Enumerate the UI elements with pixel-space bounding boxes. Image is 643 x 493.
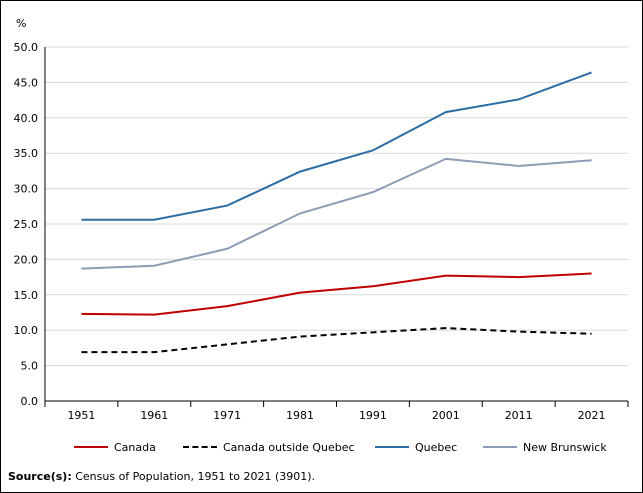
line-chart: % 0.0 5.0 10.0 15.0 20.0 25.0 30.0 35.0 40.0 45.0 5… (14, 17, 629, 422)
x-tick-label: 2001 (432, 409, 460, 422)
x-tick-label: 1991 (359, 409, 387, 422)
y-tick-label: 0.0 (21, 395, 39, 408)
legend-label: Canada (114, 440, 156, 454)
source-text: Census of Population, 1951 to 2021 (3901… (71, 470, 316, 483)
y-tick-label: 40.0 (14, 112, 39, 125)
legend-item: Quebec (375, 437, 457, 457)
y-tick-label: 15.0 (14, 289, 39, 302)
series-line-quebec (81, 71, 592, 221)
y-axis-label: % (16, 17, 26, 30)
x-tick-label: 1971 (213, 409, 241, 422)
series-line-canada (81, 272, 592, 316)
x-tick-label: 2021 (578, 409, 606, 422)
source-note: Source(s): Census of Population, 1951 to… (8, 470, 315, 483)
y-tick-label: 45.0 (14, 76, 39, 89)
legend-swatch (483, 446, 517, 448)
x-tick-label: 1981 (286, 409, 314, 422)
y-tick-label: 30.0 (14, 183, 39, 196)
y-tick-label: 10.0 (14, 324, 39, 337)
series-line-canada-outside-quebec (81, 327, 592, 354)
x-tick-label: 1961 (140, 409, 168, 422)
legend-swatch (375, 446, 409, 448)
legend-swatch (74, 446, 108, 448)
legend-item: Canada outside Quebec (183, 437, 355, 457)
legend-item: New Brunswick (483, 437, 607, 457)
legend-label: Canada outside Quebec (223, 440, 355, 454)
y-tick-label: 20.0 (14, 253, 39, 266)
legend-label: Quebec (415, 440, 458, 454)
y-tick-label: 25.0 (14, 218, 39, 231)
legend-item: Canada (74, 437, 156, 457)
source-label: Source(s): (8, 470, 72, 483)
legend: Canada Canada outside Quebec Quebec New Bru… (1, 437, 642, 457)
y-tick-label: 5.0 (21, 360, 39, 373)
y-tick-label: 50.0 (14, 41, 39, 54)
x-tick-label: 1951 (67, 409, 95, 422)
legend-swatch (183, 446, 217, 448)
series-line-new-brunswick (81, 157, 592, 270)
y-tick-label: 35.0 (14, 147, 39, 160)
x-tick-label: 2011 (505, 409, 533, 422)
legend-label: New Brunswick (523, 440, 607, 454)
